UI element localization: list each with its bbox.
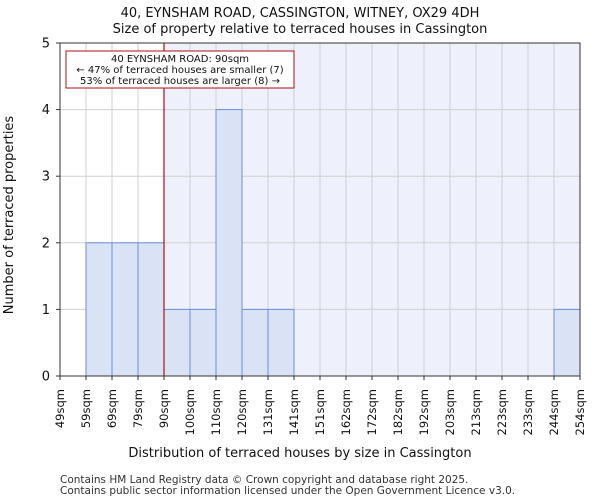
x-tick-label: 213sqm [469,389,483,435]
x-tick-label: 233sqm [521,389,535,435]
x-tick-label: 69sqm [105,389,119,428]
x-tick-label: 192sqm [417,389,431,435]
footer-line2: Contains public sector information licen… [60,485,515,497]
footer-line1: Contains HM Land Registry data © Crown c… [60,474,468,486]
x-tick-label: 162sqm [339,389,353,435]
bar [163,308,191,377]
x-axis-ticks: 49sqm 59sqm 69sqm 79sqm 90sqm 100sqm 110sqm 120… [53,376,587,435]
x-tick-label: 110sqm [209,389,223,435]
bar [111,242,139,377]
bar [189,308,217,377]
x-tick-label: 90sqm [157,389,171,428]
x-tick-label: 100sqm [183,389,197,435]
x-tick-label: 49sqm [53,389,67,428]
annotation-box: 40 EYNSHAM ROAD: 90sqm ← 47% of terraced… [65,50,295,89]
x-tick-label: 120sqm [235,389,249,435]
bar [241,308,269,377]
x-tick-label: 203sqm [443,389,457,435]
bar [137,242,165,377]
y-tick-label: 3 [42,170,50,185]
bars [85,109,581,377]
y-tick-label: 5 [42,37,50,52]
y-tick-label: 4 [42,103,50,118]
x-tick-label: 151sqm [313,389,327,435]
x-tick-label: 141sqm [287,389,301,435]
x-tick-label: 182sqm [391,389,405,435]
chart-title-line1: 40, EYNSHAM ROAD, CASSINGTON, WITNEY, OX… [121,6,480,21]
x-tick-label: 131sqm [261,389,275,435]
y-axis-ticks: 0 1 2 3 4 5 [42,37,60,385]
annotation-line2: ← 47% of terraced houses are smaller (7) [76,65,283,76]
bar [215,109,243,377]
annotation-line3: 53% of terraced houses are larger (8) → [80,76,280,87]
y-tick-label: 0 [42,370,50,385]
bar [553,308,581,377]
x-tick-label: 59sqm [79,389,93,428]
y-tick-label: 1 [42,303,50,318]
x-tick-label: 244sqm [547,389,561,435]
y-axis-label: Number of terraced properties [2,116,17,315]
bar [267,308,295,377]
x-tick-label: 172sqm [365,389,379,435]
x-tick-label: 223sqm [495,389,509,435]
annotation-line1: 40 EYNSHAM ROAD: 90sqm [111,54,249,65]
annotation-box-frame [65,50,295,89]
chart-title-line2: Size of property relative to terraced ho… [113,22,488,37]
bar [85,242,113,377]
x-axis-label: Distribution of terraced houses by size … [128,446,471,461]
y-tick-label: 2 [42,236,50,251]
x-tick-label: 79sqm [131,389,145,428]
x-tick-label: 254sqm [573,389,587,435]
